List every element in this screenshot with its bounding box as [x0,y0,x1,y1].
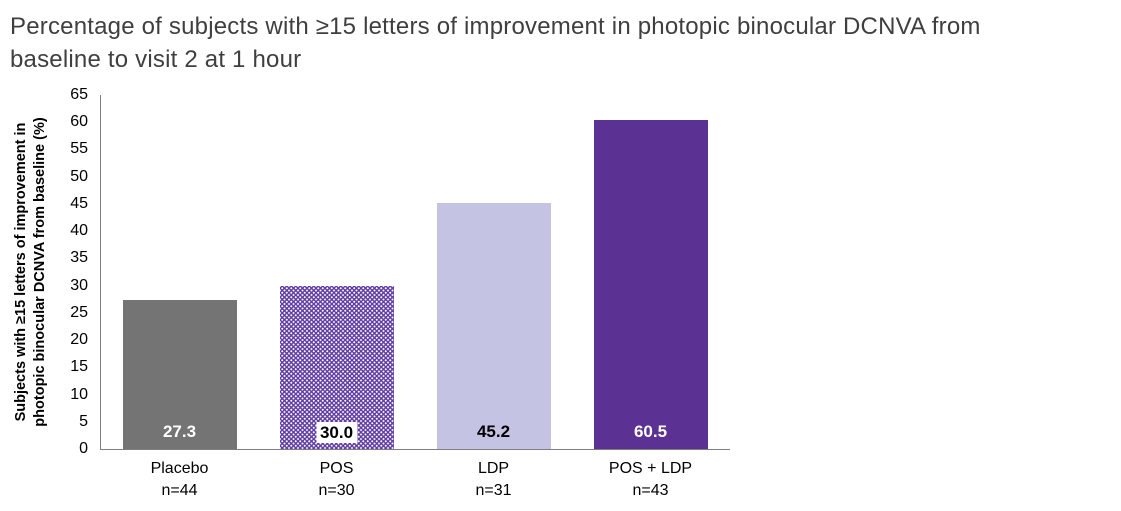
x-axis-label-pos-ldp: POS + LDP n=43 [571,458,731,502]
bar-placebo: 27.3 [122,300,237,449]
x-category-pos-ldp: POS + LDP [608,460,693,477]
x-category-placebo: Placebo [150,460,209,477]
x-sample-size-pos-ldp: n=43 [632,482,669,499]
bar-value-label-ldp: 45.2 [476,421,511,441]
y-tick-label-50: 50 [70,167,88,185]
bar-value-label-pos-ldp: 60.5 [633,421,668,441]
y-tick-label-5: 5 [79,412,88,430]
y-tick-label-0: 0 [79,440,88,457]
y-tick-label-65: 65 [70,86,88,103]
x-sample-size-ldp: n=31 [475,482,512,499]
x-axis-label-ldp: LDP n=31 [414,458,574,502]
y-tick-label-30: 30 [70,276,88,294]
chart-title-line1: Percentage of subjects with ≥15 letters … [10,13,981,40]
x-axis-label-placebo: Placebo n=44 [100,458,260,502]
bar-ldp: 45.2 [436,202,551,449]
y-tick-label-10: 10 [70,385,88,403]
x-sample-size-pos: n=30 [318,482,355,499]
y-tick-label-45: 45 [70,194,88,212]
y-tick-label-60: 60 [70,113,88,131]
bar-pos-ldp: 60.5 [593,119,708,449]
x-axis-label-pos: POS n=30 [257,458,417,502]
bar-pos: 30.0 [279,285,394,449]
plot-area [99,95,730,450]
chart-title-line2: baseline to visit 2 at 1 hour [10,46,302,73]
y-tick-label-15: 15 [70,358,88,376]
y-tick-label-25: 25 [70,303,88,321]
bar-value-label-placebo: 27.3 [162,421,197,441]
y-tick-label-55: 55 [70,140,88,158]
y-tick-label-40: 40 [70,222,88,240]
bar-value-label-pos: 30.0 [315,421,358,443]
x-category-ldp: LDP [477,460,510,477]
chart-title: Percentage of subjects with ≥15 letters … [10,10,1115,76]
x-category-pos: POS [319,460,354,477]
x-sample-size-placebo: n=44 [161,482,198,499]
y-tick-label-35: 35 [70,249,88,267]
y-tick-label-20: 20 [70,331,88,349]
